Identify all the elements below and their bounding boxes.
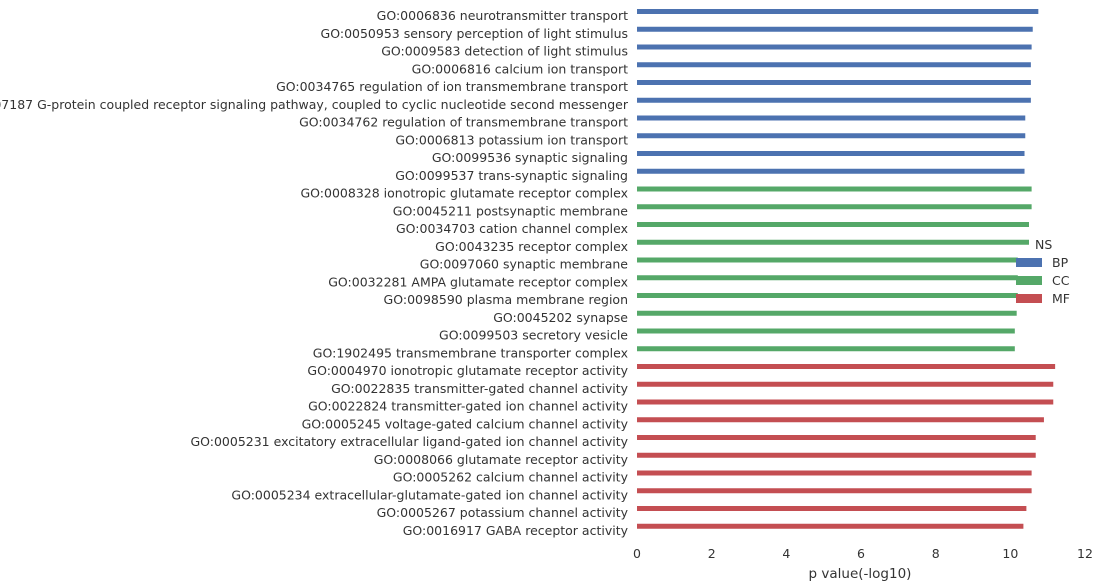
bar-mf xyxy=(637,381,1054,387)
category-label: GO:0034762 regulation of transmembrane t… xyxy=(299,115,628,130)
bar-bp xyxy=(637,115,1026,121)
category-label: GO:0098590 plasma membrane region xyxy=(384,292,628,307)
x-tick-label: 4 xyxy=(782,546,790,561)
x-tick-label: 0 xyxy=(633,546,641,561)
category-label: GO:0034765 regulation of ion transmembra… xyxy=(276,79,628,94)
bar-cc xyxy=(637,204,1032,210)
bar-bp xyxy=(637,44,1032,50)
category-label: GO:0097060 synaptic membrane xyxy=(420,257,629,272)
category-label: GO:0006836 neurotransmitter transport xyxy=(377,8,628,23)
legend-label-bp: BP xyxy=(1052,255,1069,270)
category-label: GO:0099537 trans-synaptic signaling xyxy=(395,168,628,183)
bar-mf xyxy=(637,452,1036,458)
category-label: GO:0007187 G-protein coupled receptor si… xyxy=(0,97,629,112)
bar-mf xyxy=(637,488,1032,494)
bar-bp xyxy=(637,62,1031,68)
category-label: GO:0006813 potassium ion transport xyxy=(395,132,628,147)
legend-swatch-bp xyxy=(1016,258,1042,267)
x-tick-label: 10 xyxy=(1002,546,1018,561)
category-label: GO:0008066 glutamate receptor activity xyxy=(374,452,629,467)
x-tick-label: 6 xyxy=(857,546,865,561)
bar-cc xyxy=(637,257,1018,263)
bar-cc xyxy=(637,186,1032,192)
bar-bp xyxy=(637,133,1026,139)
bar-cc xyxy=(637,222,1029,227)
legend-swatch-mf xyxy=(1016,294,1042,303)
x-axis-ticks: 0 2 4 6 8 10 12 xyxy=(633,546,1093,561)
legend-title: NS xyxy=(1035,237,1052,252)
bar-mf xyxy=(637,506,1027,511)
category-label: GO:0006816 calcium ion transport xyxy=(412,61,628,76)
bar-bp xyxy=(637,80,1031,85)
x-axis-title: p value(-log10) xyxy=(809,566,912,582)
legend-swatch-cc xyxy=(1016,276,1042,285)
bar-mf xyxy=(637,399,1054,405)
x-tick-label: 2 xyxy=(708,546,716,561)
category-label: GO:0005234 extracellular-glutamate-gated… xyxy=(231,487,628,502)
bar-mf xyxy=(637,435,1036,440)
bar-cc xyxy=(637,346,1015,352)
legend-label-mf: MF xyxy=(1052,291,1070,306)
category-label: GO:0005245 voltage-gated calcium channel… xyxy=(302,416,629,431)
bar-cc xyxy=(637,310,1017,316)
category-label: GO:0099536 synaptic signaling xyxy=(432,150,628,165)
category-label: GO:0009583 detection of light stimulus xyxy=(381,44,628,59)
category-label: GO:1902495 transmembrane transporter com… xyxy=(313,345,628,360)
x-tick-label: 12 xyxy=(1077,546,1093,561)
x-tick-label: 8 xyxy=(932,546,940,561)
bar-bp xyxy=(637,26,1033,32)
category-label: GO:0016917 GABA receptor activity xyxy=(403,523,629,538)
category-label: GO:0099503 secretory vesicle xyxy=(439,328,628,343)
bar-cc xyxy=(637,293,1018,298)
category-label: GO:0050953 sensory perception of light s… xyxy=(321,26,628,41)
legend-label-cc: CC xyxy=(1052,273,1070,288)
category-label: GO:0045211 postsynaptic membrane xyxy=(393,203,629,218)
category-label: GO:0005231 excitatory extracellular liga… xyxy=(190,434,628,449)
category-label: GO:0004970 ionotropic glutamate receptor… xyxy=(307,363,628,378)
category-label: GO:0022835 transmitter-gated channel act… xyxy=(331,381,628,396)
bar-bp xyxy=(637,97,1031,103)
category-label: GO:0005267 potassium channel activity xyxy=(377,505,629,520)
bar-mf xyxy=(637,470,1032,476)
bar-mf xyxy=(637,417,1044,423)
category-label: GO:0022824 transmitter-gated ion channel… xyxy=(308,399,629,414)
category-label: GO:0045202 synapse xyxy=(493,310,628,325)
legend: NS BP CC MF xyxy=(1016,237,1070,306)
bar-bp xyxy=(637,9,1039,14)
category-label: GO:0005262 calcium channel activity xyxy=(393,470,629,485)
bar-bp xyxy=(637,151,1025,156)
category-label: GO:0034703 cation channel complex xyxy=(396,221,628,236)
category-label: GO:0008328 ionotropic glutamate receptor… xyxy=(301,186,629,201)
bars-group xyxy=(637,9,1056,529)
bar-mf xyxy=(637,364,1056,369)
bar-cc xyxy=(637,328,1015,334)
category-label: GO:0043235 receptor complex xyxy=(435,239,628,254)
bar-cc xyxy=(637,239,1029,245)
bar-bp xyxy=(637,168,1025,174)
bar-mf xyxy=(637,523,1024,529)
bar-cc xyxy=(637,275,1018,281)
legend-entries: BP CC MF xyxy=(1016,255,1070,306)
category-labels: GO:0006836 neurotransmitter transport GO:… xyxy=(0,8,629,538)
category-label: GO:0032281 AMPA glutamate receptor compl… xyxy=(328,274,628,289)
